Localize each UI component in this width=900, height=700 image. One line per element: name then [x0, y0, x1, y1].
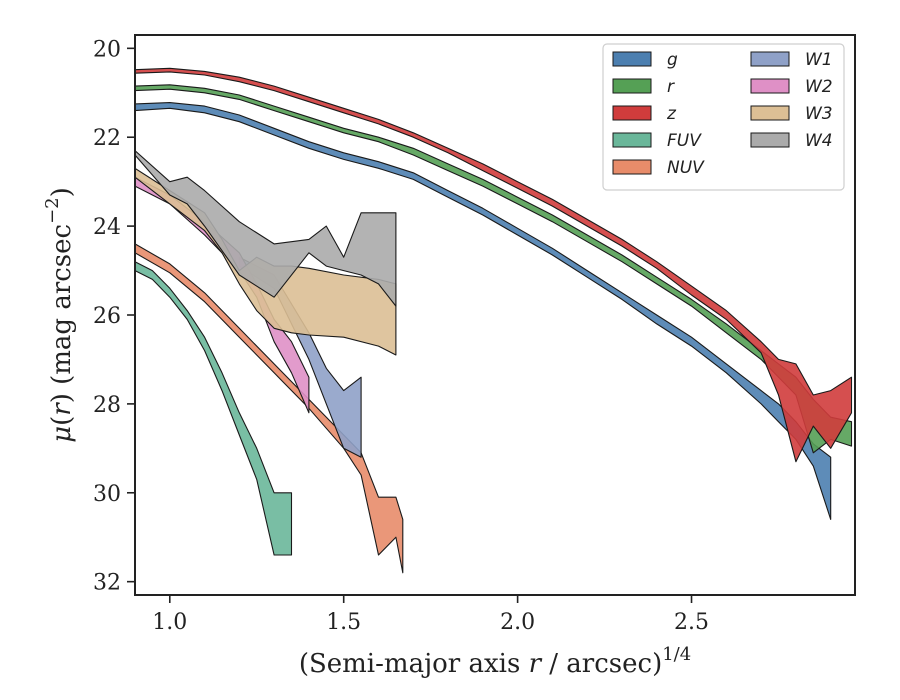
legend-label-w4: W4 — [805, 131, 833, 151]
legend: grz FUV NUV W1 W2 W3 W4 — [602, 43, 845, 191]
legend-swatch-r — [612, 78, 652, 94]
legend-swatch-w4 — [750, 132, 790, 148]
y-tick-label: 24 — [93, 215, 121, 240]
legend-label-r: r — [667, 77, 675, 97]
y-axis-ticks: 20 22 24 26 28 30 32 — [93, 37, 135, 596]
legend-swatch-fuv — [612, 132, 652, 148]
profile-bands — [135, 67, 853, 574]
legend-swatch-w3 — [750, 105, 790, 121]
x-tick-label: 2.5 — [674, 610, 709, 635]
legend-swatch-w2 — [750, 78, 790, 94]
legend-label-fuv: FUV — [667, 131, 702, 151]
x-axis-ticks: 1.0 1.5 2.0 2.5 — [152, 595, 709, 635]
legend-label-w3: W3 — [805, 104, 833, 124]
legend-label-w2: W2 — [805, 77, 833, 97]
x-tick-label: 1.0 — [152, 610, 187, 635]
legend-label-z: z — [666, 104, 677, 124]
band-z — [135, 67, 853, 463]
band-w4 — [135, 150, 397, 307]
y-tick-label: 28 — [93, 393, 121, 418]
legend-swatch-w1 — [750, 51, 790, 67]
x-axis-label: (Semi-major axis r / arcsec)1/4 — [299, 644, 691, 679]
legend-label-nuv: NUV — [667, 158, 705, 178]
y-tick-label: 20 — [93, 37, 121, 62]
y-tick-label: 30 — [93, 482, 121, 507]
y-tick-label: 32 — [93, 571, 121, 596]
x-tick-label: 1.5 — [326, 610, 361, 635]
x-tick-label: 2.0 — [500, 610, 535, 635]
legend-swatch-z — [612, 105, 652, 121]
band-nuv — [135, 243, 404, 574]
legend-label-g: g — [667, 50, 678, 70]
y-axis-label: μ(r) (mag arcsec−2) — [42, 187, 77, 443]
band-r — [135, 84, 853, 454]
legend-swatch-g — [612, 51, 652, 67]
legend-swatch-nuv — [612, 159, 652, 175]
band-fuv — [135, 261, 293, 556]
band-g — [135, 102, 832, 520]
y-tick-label: 22 — [93, 126, 121, 151]
legend-label-w1: W1 — [805, 50, 833, 70]
y-tick-label: 26 — [93, 304, 121, 329]
